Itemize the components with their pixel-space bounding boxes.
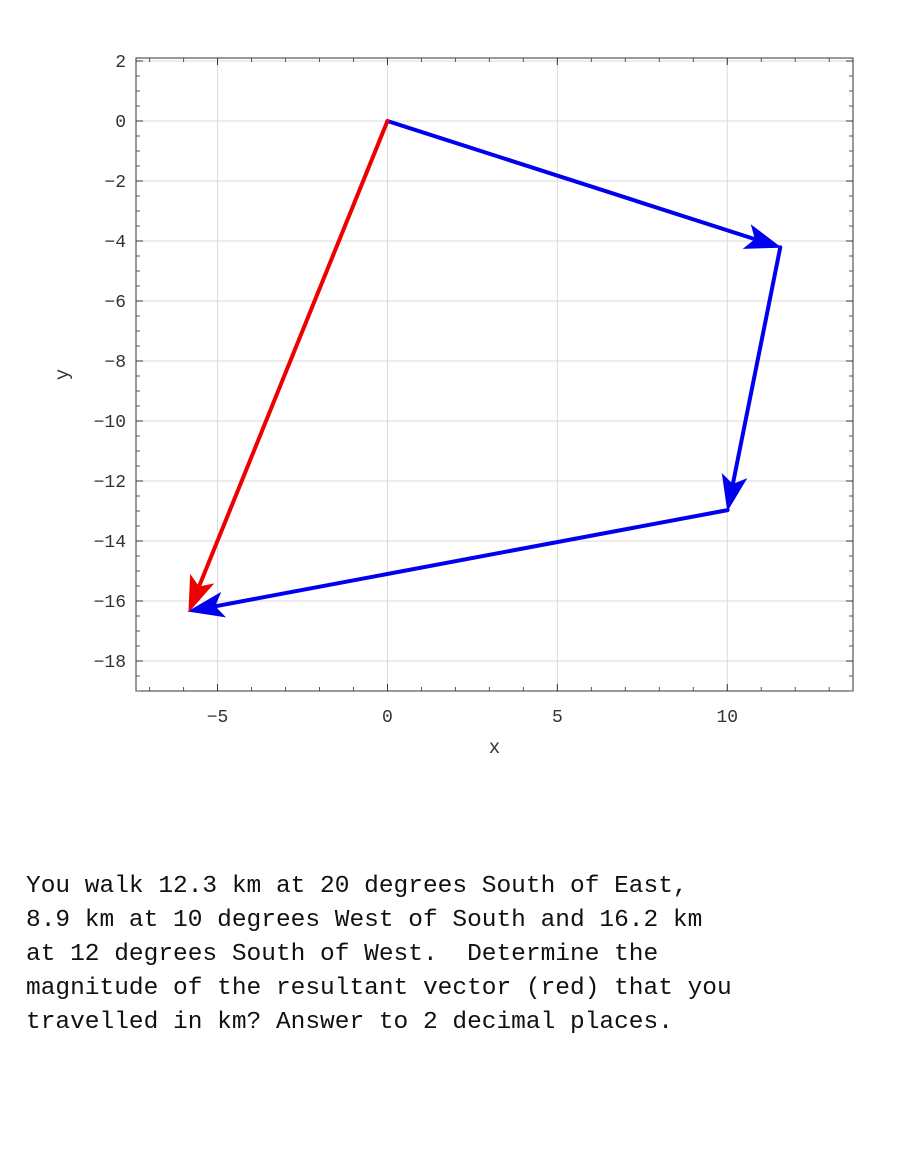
x-axis-ticks: −5 0 5 10 <box>207 58 738 728</box>
y-tick-label: 2 <box>115 53 126 73</box>
vector-arrowhead <box>742 224 782 249</box>
vector-arrowhead <box>187 591 226 618</box>
vector-arrowhead <box>721 472 748 512</box>
grid <box>136 58 853 691</box>
y-tick-label: −10 <box>94 413 126 433</box>
question-line-5: travelled in km? Answer to 2 decimal pla… <box>26 1009 673 1036</box>
y-tick-label: −6 <box>104 293 126 313</box>
y-tick-label: 0 <box>115 113 126 133</box>
x-axis-label: x <box>489 737 500 759</box>
y-axis-label: y <box>52 369 74 380</box>
y-axis-ticks: 2 0 −2 −4 −6 −8 −10 −12 −14 −16 −18 <box>94 53 853 673</box>
y-tick-label: −2 <box>104 173 126 193</box>
vector-shaft <box>212 508 730 609</box>
x-tick-label: 0 <box>382 708 393 728</box>
vector-shaft <box>730 245 783 487</box>
vector-arrowhead <box>188 573 215 613</box>
y-tick-label: −14 <box>94 533 126 553</box>
vector-4 <box>188 119 390 613</box>
x-tick-label: 10 <box>716 708 738 728</box>
question-line-1: You walk 12.3 km at 20 degrees South of … <box>26 873 688 900</box>
y-tick-label: −12 <box>94 473 126 493</box>
plot-area <box>135 57 854 692</box>
question-text: You walk 12.3 km at 20 degrees South of … <box>26 870 886 1040</box>
y-tick-label: −8 <box>104 353 126 373</box>
y-tick-label: −4 <box>104 233 126 253</box>
question-line-2: 8.9 km at 10 degrees West of South and 1… <box>26 907 703 934</box>
y-tick-label: −18 <box>94 653 126 673</box>
vector-shaft <box>385 119 758 242</box>
question-line-4: magnitude of the resultant vector (red) … <box>26 975 732 1002</box>
question-line-3: at 12 degrees South of West. Determine t… <box>26 941 659 968</box>
x-tick-label: 5 <box>552 708 563 728</box>
y-tick-label: −16 <box>94 593 126 613</box>
minor-ticks <box>136 58 853 692</box>
vector-shaft <box>196 119 390 590</box>
vector-1 <box>385 119 782 249</box>
x-tick-label: −5 <box>207 708 229 728</box>
vector-chart: −5 0 5 10 2 0 −2 −4 −6 −8 −10 −12 −14 −16 −18 x y <box>52 53 854 759</box>
vector-series <box>187 119 783 618</box>
vector-3 <box>187 508 730 618</box>
vector-2 <box>721 245 783 512</box>
